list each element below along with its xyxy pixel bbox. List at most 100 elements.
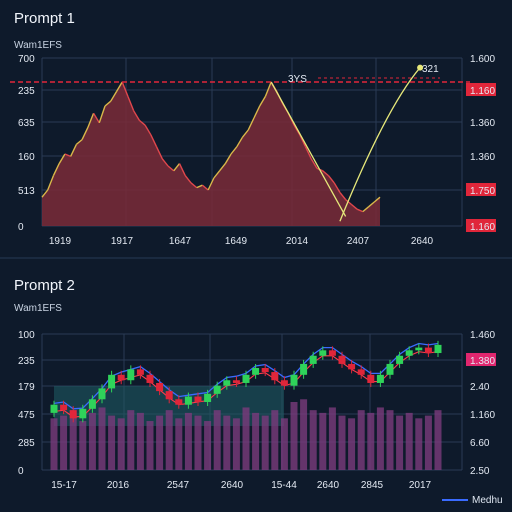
chart2-volume-bar xyxy=(434,410,442,470)
chart2-volume-bar xyxy=(146,421,154,470)
chart2-volume-bar xyxy=(338,415,346,470)
chart2-volume-bar xyxy=(300,399,308,470)
chart1-y-tick-left: 0 xyxy=(18,222,24,233)
chart1-y-tick-right: 1.160 xyxy=(470,86,495,97)
chart2-x-tick: 2845 xyxy=(361,480,384,491)
chart1-series-segment xyxy=(373,196,381,203)
chart2-volume-bar xyxy=(386,410,394,470)
chart1-series-segment xyxy=(104,100,112,107)
chart2-volume-bar xyxy=(204,421,212,470)
chart2-volume-bar xyxy=(271,410,279,470)
chart2-volume-bar xyxy=(357,410,365,470)
chart2-volume-bar xyxy=(194,415,202,470)
chart1-series-segment xyxy=(241,129,249,138)
chart2-candle xyxy=(88,399,96,409)
chart1-y-tick-right: 1.750 xyxy=(470,186,495,197)
chart1-series-segment xyxy=(201,184,209,191)
chart2-y-tick-left: 475 xyxy=(18,410,35,421)
chart1-y-tick-right: 1.160 xyxy=(470,222,495,233)
chart2-candle xyxy=(261,368,269,373)
chart2-candle xyxy=(98,388,106,400)
chart2-volume-bar xyxy=(290,402,298,470)
chart2-x-tick: 15-44 xyxy=(271,480,297,491)
chart2-candle xyxy=(127,369,135,381)
chart1-y-tick-right-highlight xyxy=(466,219,496,232)
chart2-x-tick: 2640 xyxy=(317,480,340,491)
chart2-x-tick: 15-17 xyxy=(51,480,77,491)
chart2-candle xyxy=(146,374,154,383)
chart1-series-segment xyxy=(196,184,203,189)
chart2-volume-bar xyxy=(108,415,116,470)
chart1-series-segment xyxy=(247,117,255,131)
chart2-candle xyxy=(204,393,212,402)
chart1-x-tick: 1917 xyxy=(111,236,134,247)
chart2-candle xyxy=(328,350,336,356)
chart2-volume-bar xyxy=(415,418,423,470)
chart1-series-segment xyxy=(264,81,272,97)
chart2-candle xyxy=(50,404,58,413)
chart1-y-tick-left: 235 xyxy=(18,86,35,97)
chart2-y-tick-right: 2.50 xyxy=(470,466,490,477)
chart1-trend-line xyxy=(270,81,347,217)
chart1-y-tick-left: 513 xyxy=(18,186,35,197)
chart1-y-tick-left: 700 xyxy=(18,54,35,65)
chart2-candle xyxy=(300,363,308,375)
chart2-volume-bar xyxy=(367,412,375,470)
chart2-y-tick-right-highlight xyxy=(466,353,496,366)
chart2-volume-bar xyxy=(348,418,356,470)
chart1-y-tick-right: 1.360 xyxy=(470,152,495,163)
chart1-series-segment xyxy=(230,146,238,155)
chart1-series-segment xyxy=(75,139,83,145)
chart1-y-tick-right: 1.360 xyxy=(470,118,495,129)
chart1-series-segment xyxy=(161,158,169,167)
chart1-series-segment xyxy=(236,136,244,148)
chart1-y-tick-left: 635 xyxy=(18,118,35,129)
chart2-volume-bar xyxy=(328,407,336,470)
chart2-x-tick: 2016 xyxy=(107,480,130,491)
chart2-candle xyxy=(156,382,164,392)
chart2-volume-bar xyxy=(60,415,68,470)
chart2-candle xyxy=(386,363,394,375)
chart2-volume-bar xyxy=(280,418,288,470)
chart2-x-tick: 2017 xyxy=(409,480,432,491)
chart2-volume-bar xyxy=(376,407,384,470)
chart1-series-segment xyxy=(310,158,318,169)
chart2-candle xyxy=(223,380,231,386)
chart2-candle xyxy=(319,350,327,356)
chart2-candle xyxy=(184,396,192,405)
chart2-candle xyxy=(405,350,413,356)
chart1-series-segment xyxy=(219,163,226,172)
chart1-series-segment xyxy=(58,153,66,164)
chart1-series-segment xyxy=(47,175,55,191)
chart1-series-segment xyxy=(52,163,60,176)
chart2-candle xyxy=(213,385,221,394)
chart2-y-tick-right: 2.40 xyxy=(470,382,490,393)
chart2-volume-bar xyxy=(242,407,250,470)
chart1-curve-endpoint xyxy=(417,64,424,71)
chart2-volume-bar xyxy=(232,418,240,470)
chart2-candle xyxy=(348,363,356,370)
chart2-y-tick-left: 0 xyxy=(18,466,24,477)
chart1-series-segment xyxy=(127,96,135,112)
chart1-series-segment xyxy=(167,165,175,172)
chart2-candle xyxy=(194,396,202,402)
chart2-volume-bar xyxy=(319,412,327,470)
chart1-series-segment xyxy=(224,153,232,164)
chart2-x-tick: 2640 xyxy=(221,480,244,491)
chart1-series-segment xyxy=(356,208,364,213)
chart2-candle xyxy=(108,374,116,389)
chart2-y-tick-right: 1.460 xyxy=(470,330,495,341)
chart1-series-segment xyxy=(173,163,181,172)
chart2-y-tick-left: 179 xyxy=(18,382,35,393)
chart2-volume-bar xyxy=(223,415,231,470)
chart2-legend: Medhu xyxy=(442,495,503,506)
chart1-series-segment xyxy=(362,206,369,213)
chart1-x-tick: 2640 xyxy=(411,236,434,247)
chart2-volume-bar xyxy=(50,418,58,470)
chart1-ref-label-right: 321 xyxy=(422,64,439,75)
chart1-ref-label-left: 3YS xyxy=(288,74,307,85)
chart1-subtitle: Wam1EFS xyxy=(14,40,62,51)
chart1-series-segment xyxy=(333,182,341,193)
chart1-series-segment xyxy=(155,146,163,160)
